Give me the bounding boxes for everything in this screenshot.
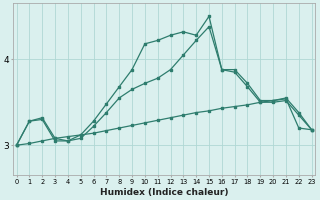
X-axis label: Humidex (Indice chaleur): Humidex (Indice chaleur) (100, 188, 228, 197)
